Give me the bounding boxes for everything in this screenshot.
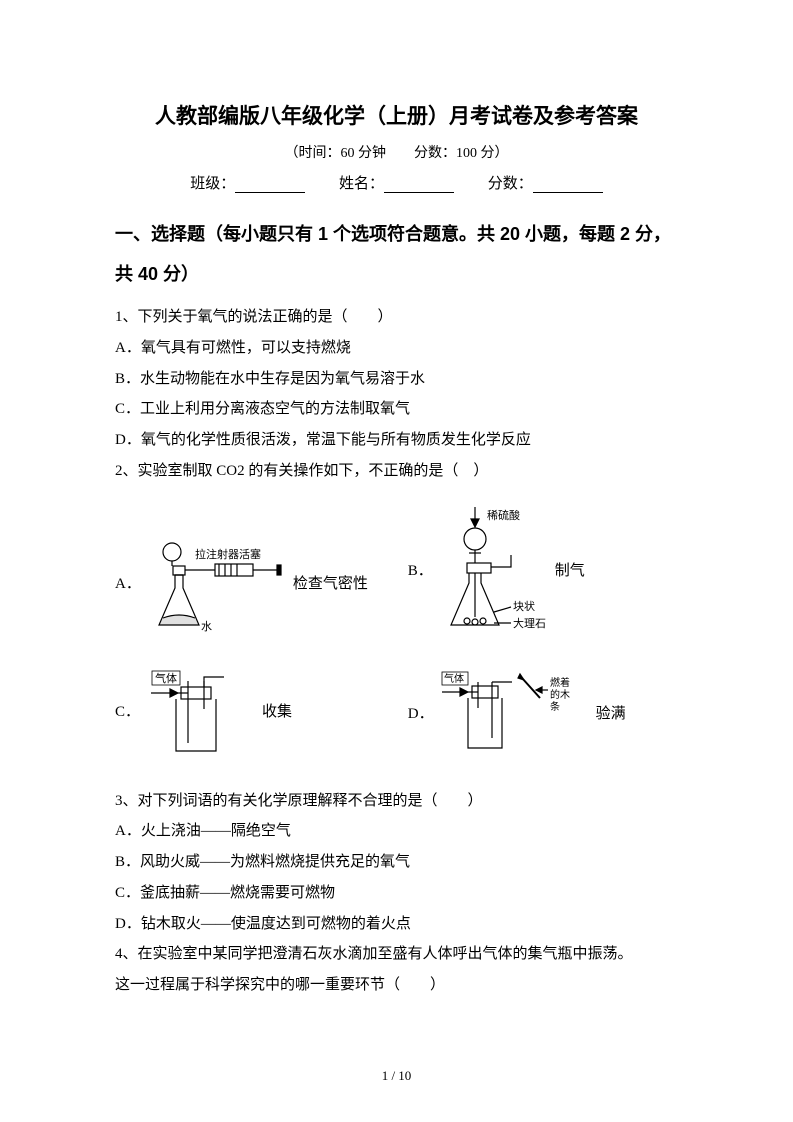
diagC-gas-label: 气体: [155, 671, 177, 685]
section-1-heading: 一、选择题（每小题只有 1 个选项符合题意。共 20 小题，每题 2 分，共 4…: [115, 215, 678, 294]
q2-optB-letter: B．: [408, 559, 433, 580]
q2-cell-d: D． 气体: [408, 668, 678, 758]
score-label: 分数：: [488, 176, 533, 192]
q2-optB-caption: 制气: [555, 559, 585, 580]
diagB-marble2-label: 大理石: [513, 616, 546, 630]
q3-option-b: B．风助火威——为燃料燃烧提供充足的氧气: [115, 847, 678, 878]
name-label: 姓名：: [339, 176, 384, 192]
diagram-c-icon: 气体: [146, 663, 256, 758]
q3-stem: 3、对下列词语的有关化学原理解释不合理的是（ ）: [115, 786, 678, 817]
q2-cell-c: C． 气体 收集: [115, 663, 408, 758]
diagD-gas-label: 气体: [444, 672, 464, 685]
diagB-marble1-label: 块状: [513, 599, 535, 613]
q3-option-d: D．钻木取火——使温度达到可燃物的着火点: [115, 909, 678, 940]
q2-cell-b: B．: [408, 505, 678, 635]
q2-optD-letter: D．: [408, 702, 434, 723]
page-title: 人教部编版八年级化学（上册）月考试卷及参考答案: [115, 100, 678, 130]
score-blank: [533, 179, 603, 193]
diagA-water-label: 水: [201, 620, 212, 633]
q2-optA-caption: 检查气密性: [293, 572, 368, 593]
q2-row-ab: A． 拉: [115, 505, 678, 635]
q2-optD-caption: 验满: [596, 702, 626, 723]
student-info-line: 班级： 姓名： 分数：: [115, 172, 678, 193]
diagD-stick2-label: 的木: [550, 688, 570, 701]
q1-stem: 1、下列关于氧气的说法正确的是（ ）: [115, 302, 678, 333]
diagB-acid-label: 稀硫酸: [487, 508, 520, 522]
q2-optA-letter: A．: [115, 572, 141, 593]
q1-option-a: A．氧气具有可燃性，可以支持燃烧: [115, 333, 678, 364]
name-blank: [384, 179, 454, 193]
q1-option-d: D．氧气的化学性质很活泼，常温下能与所有物质发生化学反应: [115, 425, 678, 456]
q2-optC-letter: C．: [115, 700, 140, 721]
q4-line2: 这一过程属于科学探究中的哪一重要环节（ ）: [115, 970, 678, 1001]
class-label: 班级：: [190, 176, 235, 192]
q3-option-c: C．釜底抽薪——燃烧需要可燃物: [115, 878, 678, 909]
q1-option-c: C．工业上利用分离液态空气的方法制取氧气: [115, 394, 678, 425]
page-number: 1 / 10: [0, 1068, 793, 1084]
q4-line1: 4、在实验室中某同学把澄清石灰水滴加至盛有人体呼出气体的集气瓶中振荡。: [115, 939, 678, 970]
diagram-b-icon: 稀硫酸 块状 大理石: [439, 505, 549, 635]
exam-meta: （时间：60 分钟 分数：100 分）: [115, 142, 678, 162]
q1-option-b: B．水生动物能在水中生存是因为氧气易溶于水: [115, 364, 678, 395]
q2-optC-caption: 收集: [262, 700, 292, 721]
diagram-d-icon: 气体 燃着 的木 条: [440, 668, 590, 758]
diagA-syringe-label: 拉注射器活塞: [195, 547, 261, 561]
q2-cell-a: A． 拉: [115, 530, 408, 635]
q2-row-cd: C． 气体 收集 D．: [115, 663, 678, 758]
diagD-stick3-label: 条: [550, 700, 560, 713]
q3-option-a: A．火上浇油——隔绝空气: [115, 816, 678, 847]
q2-stem: 2、实验室制取 CO2 的有关操作如下，不正确的是（ ）: [115, 456, 678, 487]
diagD-stick1-label: 燃着: [550, 676, 570, 689]
class-blank: [235, 179, 305, 193]
diagram-a-icon: 拉注射器活塞 水: [147, 530, 287, 635]
